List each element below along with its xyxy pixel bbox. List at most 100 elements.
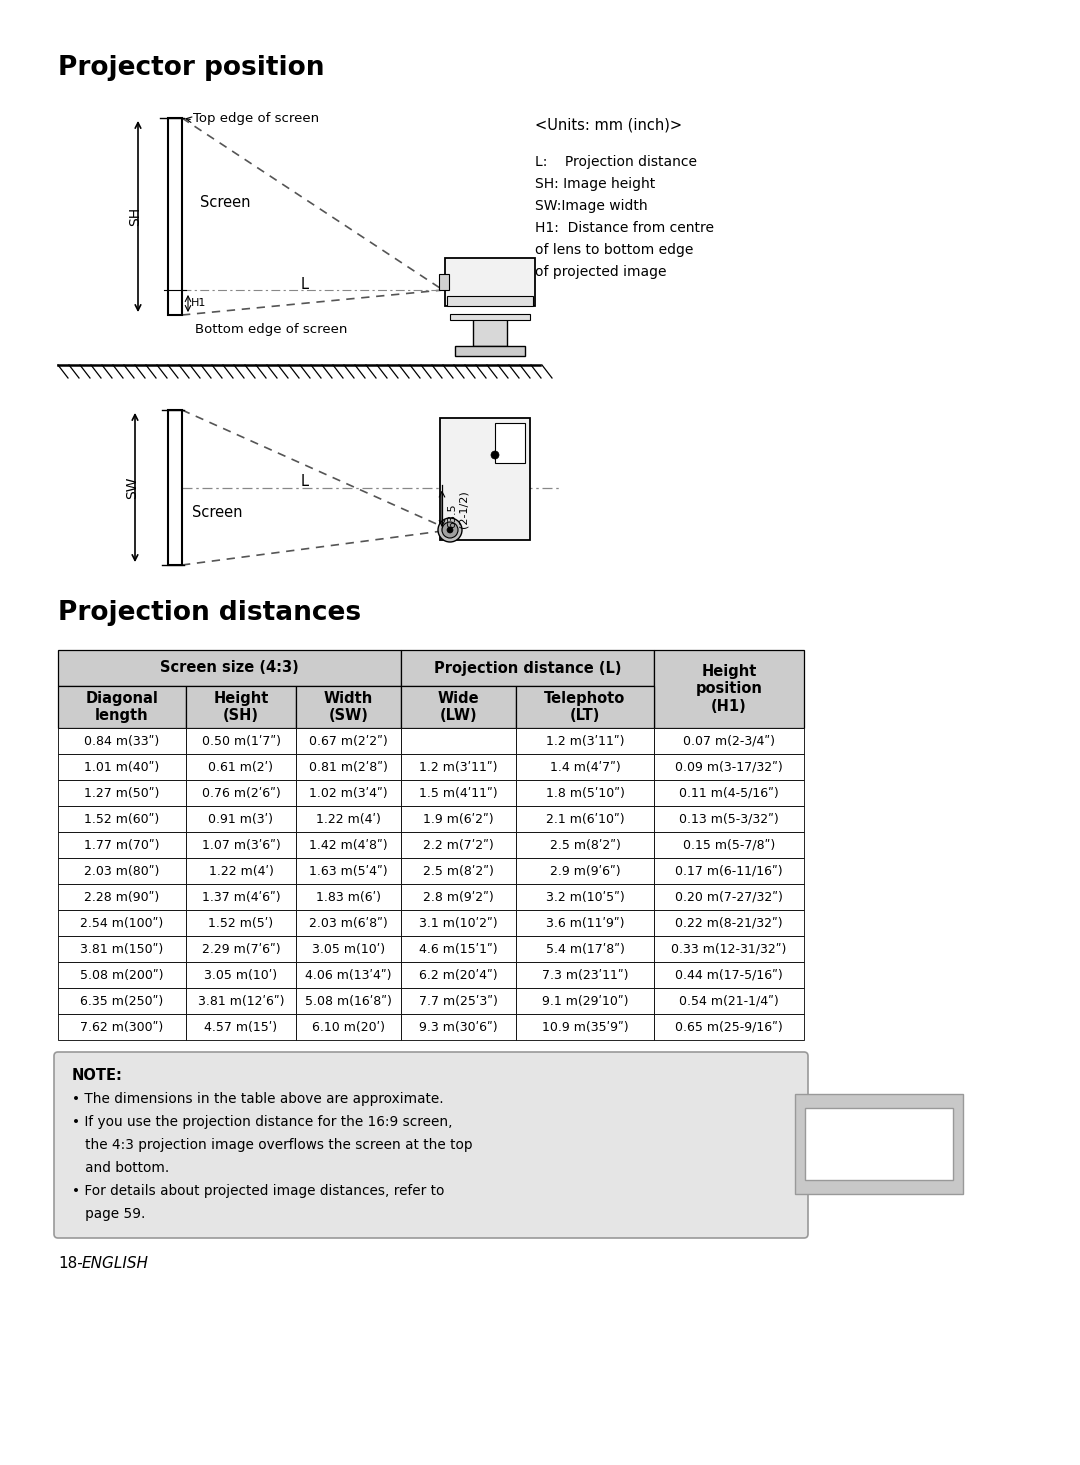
Bar xyxy=(516,728,654,754)
Text: 3.81 m(150ʺ): 3.81 m(150ʺ) xyxy=(80,942,164,955)
Text: 0.54 m(21-1/4ʺ): 0.54 m(21-1/4ʺ) xyxy=(679,995,779,1008)
Text: 0.09 m(3-17/32ʺ): 0.09 m(3-17/32ʺ) xyxy=(675,760,783,774)
Bar xyxy=(296,806,401,832)
Bar xyxy=(186,910,296,936)
Text: 1.83 m(6ʹ): 1.83 m(6ʹ) xyxy=(316,891,381,904)
Bar xyxy=(58,754,186,779)
Text: 2.5 m(8ʹ2ʺ): 2.5 m(8ʹ2ʺ) xyxy=(423,864,494,878)
Bar xyxy=(186,883,296,910)
Text: • If you use the projection distance for the 16:9 screen,: • If you use the projection distance for… xyxy=(72,1115,453,1130)
Bar xyxy=(401,686,516,728)
Text: 9.3 m(30ʹ6ʺ): 9.3 m(30ʹ6ʺ) xyxy=(419,1021,498,1033)
Bar xyxy=(473,316,507,346)
Bar xyxy=(516,910,654,936)
Bar xyxy=(516,1014,654,1040)
Circle shape xyxy=(442,522,458,538)
Text: page 59.: page 59. xyxy=(72,1207,146,1220)
Bar xyxy=(516,754,654,779)
Text: 7.62 m(300ʺ): 7.62 m(300ʺ) xyxy=(80,1021,164,1033)
Text: 5.08 m(16ʹ8ʺ): 5.08 m(16ʹ8ʺ) xyxy=(305,995,392,1008)
Text: 4.57 m(15ʹ): 4.57 m(15ʹ) xyxy=(204,1021,278,1033)
Text: SH: Image height: SH: Image height xyxy=(535,177,656,190)
Bar xyxy=(296,883,401,910)
Text: 0.07 m(2-3/4ʺ): 0.07 m(2-3/4ʺ) xyxy=(683,734,775,747)
Text: 1.5 m(4ʹ11ʺ): 1.5 m(4ʹ11ʺ) xyxy=(419,787,498,800)
Bar xyxy=(654,754,804,779)
Bar xyxy=(186,1014,296,1040)
Bar xyxy=(401,779,516,806)
Text: Screen: Screen xyxy=(200,195,251,209)
Bar xyxy=(455,346,525,356)
Bar xyxy=(58,858,186,883)
Text: 1.2 m(3ʹ11ʺ): 1.2 m(3ʹ11ʺ) xyxy=(545,734,624,747)
Bar xyxy=(58,832,186,858)
Text: Width
(SW): Width (SW) xyxy=(324,691,373,724)
Bar xyxy=(438,274,449,290)
Text: 0.11 m(4-5/16ʺ): 0.11 m(4-5/16ʺ) xyxy=(679,787,779,800)
Text: Top edge of screen: Top edge of screen xyxy=(193,111,319,125)
Text: 3.81 m(12ʹ6ʺ): 3.81 m(12ʹ6ʺ) xyxy=(198,995,284,1008)
Bar xyxy=(805,1108,953,1179)
Circle shape xyxy=(491,451,499,459)
Text: 1.52 m(60ʺ): 1.52 m(60ʺ) xyxy=(84,813,160,825)
Bar xyxy=(168,119,183,315)
Text: L: L xyxy=(301,475,309,489)
Bar xyxy=(296,779,401,806)
Text: Projection distances: Projection distances xyxy=(58,601,361,626)
Text: 4.6 m(15ʹ1ʺ): 4.6 m(15ʹ1ʺ) xyxy=(419,942,498,955)
Bar xyxy=(58,779,186,806)
Bar xyxy=(654,1014,804,1040)
Bar xyxy=(795,1094,963,1194)
Bar xyxy=(58,728,186,754)
Bar xyxy=(296,832,401,858)
Bar xyxy=(58,686,186,728)
Bar xyxy=(186,832,296,858)
Text: 0.20 m(7-27/32ʺ): 0.20 m(7-27/32ʺ) xyxy=(675,891,783,904)
Bar xyxy=(296,963,401,987)
Text: 2.28 m(90ʺ): 2.28 m(90ʺ) xyxy=(84,891,160,904)
Bar xyxy=(296,1014,401,1040)
Text: 1.63 m(5ʹ4ʺ): 1.63 m(5ʹ4ʺ) xyxy=(309,864,388,878)
Text: 1.02 m(3ʹ4ʺ): 1.02 m(3ʹ4ʺ) xyxy=(309,787,388,800)
Bar xyxy=(654,910,804,936)
Bar xyxy=(401,832,516,858)
Text: ENGLISH: ENGLISH xyxy=(82,1256,149,1272)
Text: NOTE:: NOTE: xyxy=(72,1068,123,1083)
Bar xyxy=(445,258,535,306)
Bar xyxy=(654,883,804,910)
Bar xyxy=(654,858,804,883)
Text: 2.1 m(6ʹ10ʺ): 2.1 m(6ʹ10ʺ) xyxy=(545,813,624,825)
Text: 1.4 m(4ʹ7ʺ): 1.4 m(4ʹ7ʺ) xyxy=(550,760,620,774)
Bar xyxy=(401,910,516,936)
Bar xyxy=(401,1014,516,1040)
Text: 5.08 m(200ʺ): 5.08 m(200ʺ) xyxy=(80,968,164,982)
Bar xyxy=(58,987,186,1014)
Text: of lens to bottom edge: of lens to bottom edge xyxy=(535,243,693,256)
Bar xyxy=(401,883,516,910)
Bar xyxy=(186,686,296,728)
Bar xyxy=(440,418,530,541)
Text: 0.44 m(17-5/16ʺ): 0.44 m(17-5/16ʺ) xyxy=(675,968,783,982)
Text: Projector position: Projector position xyxy=(58,56,324,81)
Text: 1.2 m(3ʹ11ʺ): 1.2 m(3ʹ11ʺ) xyxy=(419,760,498,774)
Text: 3.05 m(10ʹ): 3.05 m(10ʹ) xyxy=(204,968,278,982)
Text: L:    Projection distance: L: Projection distance xyxy=(535,155,697,168)
Bar xyxy=(516,686,654,728)
Bar xyxy=(516,936,654,963)
Bar xyxy=(516,883,654,910)
Text: • The dimensions in the table above are approximate.: • The dimensions in the table above are … xyxy=(72,1091,444,1106)
Bar xyxy=(186,936,296,963)
Text: 2.03 m(6ʹ8ʺ): 2.03 m(6ʹ8ʺ) xyxy=(309,917,388,929)
Bar xyxy=(186,779,296,806)
Bar xyxy=(58,1014,186,1040)
Text: 0.22 m(8-21/32ʺ): 0.22 m(8-21/32ʺ) xyxy=(675,917,783,929)
Text: H1: H1 xyxy=(191,299,206,309)
Text: Screen: Screen xyxy=(192,505,243,520)
Text: 2.5 m(8ʹ2ʺ): 2.5 m(8ʹ2ʺ) xyxy=(550,838,620,851)
Text: 10.9 m(35ʹ9ʺ): 10.9 m(35ʹ9ʺ) xyxy=(542,1021,629,1033)
Text: and bottom.: and bottom. xyxy=(72,1160,170,1175)
Text: H1:  Distance from centre: H1: Distance from centre xyxy=(535,221,714,234)
Text: 3.6 m(11ʹ9ʺ): 3.6 m(11ʹ9ʺ) xyxy=(545,917,624,929)
Bar xyxy=(296,686,401,728)
Text: the 4:3 projection image overflows the screen at the top: the 4:3 projection image overflows the s… xyxy=(72,1138,473,1151)
